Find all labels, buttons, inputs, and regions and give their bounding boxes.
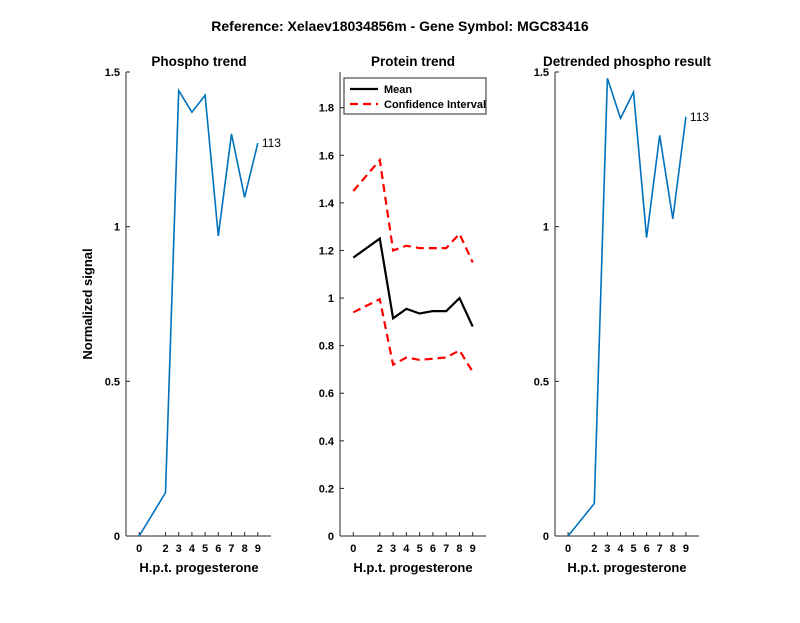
y-tick-label: 0.5	[105, 376, 120, 388]
y-tick-label: 0	[328, 531, 334, 543]
figure-title: Reference: Xelaev18034856m - Gene Symbol…	[211, 18, 589, 34]
x-tick-label: 5	[417, 543, 423, 555]
x-tick-label: 7	[443, 543, 449, 555]
x-axis-label: H.p.t. progesterone	[353, 560, 472, 575]
ci-lower-line	[352, 297, 474, 373]
y-tick-label: 1.8	[319, 103, 334, 115]
x-tick-label: 9	[683, 543, 689, 555]
x-tick-label: 2	[162, 543, 168, 555]
x-tick-label: 9	[470, 543, 476, 555]
y-tick-label: 0	[543, 531, 549, 543]
x-tick-label: 0	[136, 543, 142, 555]
x-axis-label: H.p.t. progesterone	[139, 560, 258, 575]
y-tick-label: 0.2	[319, 483, 334, 495]
panel-title: Phospho trend	[151, 54, 246, 69]
y-tick-label: 0.4	[319, 436, 335, 448]
y-tick-label: 1.5	[105, 67, 120, 79]
legend-box	[343, 77, 487, 115]
detrended-phospho-panel: Detrended phospho result H.p.t. progeste…	[534, 54, 712, 575]
x-tick-label: 4	[189, 543, 196, 555]
y-tick-label: 1.6	[319, 150, 334, 162]
x-tick-label: 7	[228, 543, 234, 555]
y-tick-label: 1.2	[319, 245, 334, 257]
x-tick-label: 6	[644, 543, 650, 555]
x-tick-label: 6	[215, 543, 221, 555]
series-end-label: 113	[262, 136, 281, 150]
y-tick-label: 1	[543, 222, 549, 234]
legend-entry-label: Confidence Interval	[384, 99, 486, 111]
x-tick-label: 8	[456, 543, 462, 555]
y-axis-label: Normalized signal	[80, 248, 95, 359]
phospho-series-line	[567, 77, 687, 537]
y-tick-label: 1	[114, 222, 120, 234]
x-tick-label: 2	[591, 543, 597, 555]
y-tick-label: 1.4	[319, 198, 335, 210]
protein-trend-panel: Protein trend H.p.t. progesterone 0 0.2 0.…	[319, 54, 487, 575]
x-tick-label: 6	[430, 543, 436, 555]
x-tick-label: 0	[565, 543, 571, 555]
x-tick-label: 4	[617, 543, 624, 555]
legend-entry-label: Mean	[384, 84, 412, 96]
x-tick-label: 4	[403, 543, 410, 555]
y-tick-label: 0.6	[319, 388, 334, 400]
x-axis-label: H.p.t. progesterone	[567, 560, 686, 575]
panel-title: Protein trend	[371, 54, 455, 69]
y-tick-label: 0	[114, 531, 120, 543]
x-tick-label: 8	[670, 543, 676, 555]
x-tick-label: 7	[657, 543, 663, 555]
x-tick-label: 2	[377, 543, 383, 555]
x-tick-label: 0	[350, 543, 356, 555]
series-end-label: 113	[690, 110, 709, 124]
ci-upper-line	[352, 157, 474, 263]
x-tick-label: 5	[630, 543, 636, 555]
y-tick-label: 0.8	[319, 341, 334, 353]
x-tick-label: 3	[390, 543, 396, 555]
phospho-series-line	[138, 87, 259, 537]
y-tick-label: 0.5	[534, 376, 549, 388]
phospho-trend-panel: Phospho trend Normalized signal H.p.t. p…	[80, 54, 281, 575]
x-tick-label: 3	[176, 543, 182, 555]
x-tick-label: 5	[202, 543, 208, 555]
x-tick-label: 8	[242, 543, 248, 555]
panel-title: Detrended phospho result	[543, 54, 712, 69]
y-tick-label: 1.5	[534, 67, 549, 79]
x-tick-label: 3	[604, 543, 610, 555]
y-tick-label: 1	[328, 293, 334, 305]
x-tick-label: 9	[255, 543, 261, 555]
mean-series-line	[352, 236, 474, 328]
